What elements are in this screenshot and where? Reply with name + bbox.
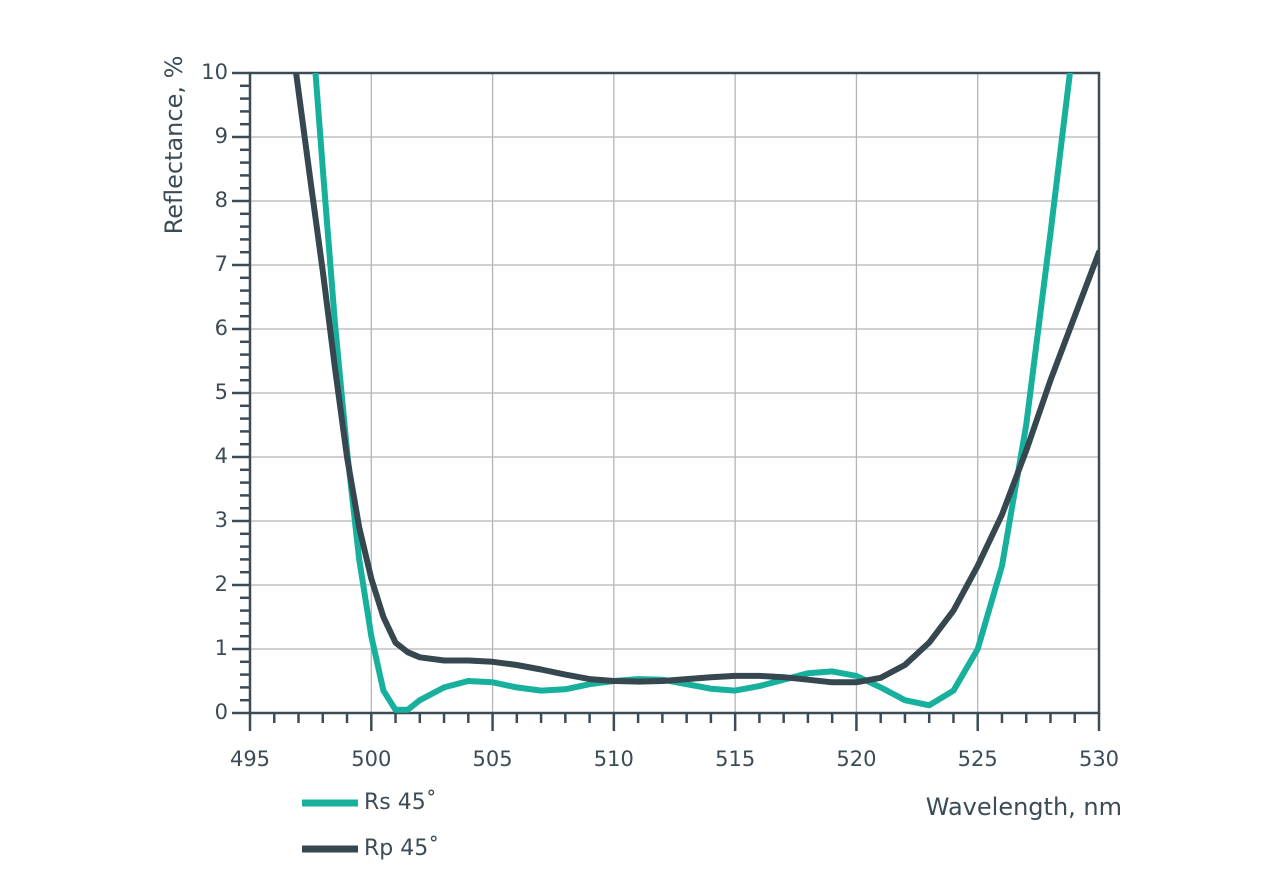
y-tick-label: 5: [215, 380, 228, 404]
y-tick-label: 6: [215, 316, 228, 340]
plot-area: [293, 73, 1099, 713]
x-tick-label: 510: [594, 747, 634, 771]
y-tick-label: 0: [215, 700, 228, 724]
x-tick-label: 515: [715, 747, 755, 771]
x-axis-label: Wavelength, nm: [926, 793, 1122, 821]
plot-frame: [248, 71, 1101, 715]
y-tick-label: 4: [215, 444, 228, 468]
series-line: [293, 73, 1099, 686]
legend-label: Rs 45˚: [364, 790, 437, 815]
y-tick-label: 3: [215, 508, 228, 532]
legend-label: Rp 45˚: [364, 836, 439, 861]
y-tick-label: 1: [215, 636, 228, 660]
y-tick-label: 8: [215, 188, 228, 212]
y-tick-label: 7: [215, 252, 228, 276]
x-tick-label: 525: [958, 747, 998, 771]
x-tick-label: 495: [230, 747, 270, 771]
y-tick-label: 9: [215, 124, 228, 148]
y-tick-label: 10: [201, 60, 228, 84]
y-axis-label: Reflectance, %: [160, 56, 188, 235]
x-tick-label: 520: [836, 747, 876, 771]
series-line: [312, 73, 1073, 713]
x-tick-label: 505: [473, 747, 513, 771]
y-tick-label: 2: [215, 572, 228, 596]
x-tick-label: 500: [351, 747, 391, 771]
x-tick-label: 530: [1079, 747, 1119, 771]
